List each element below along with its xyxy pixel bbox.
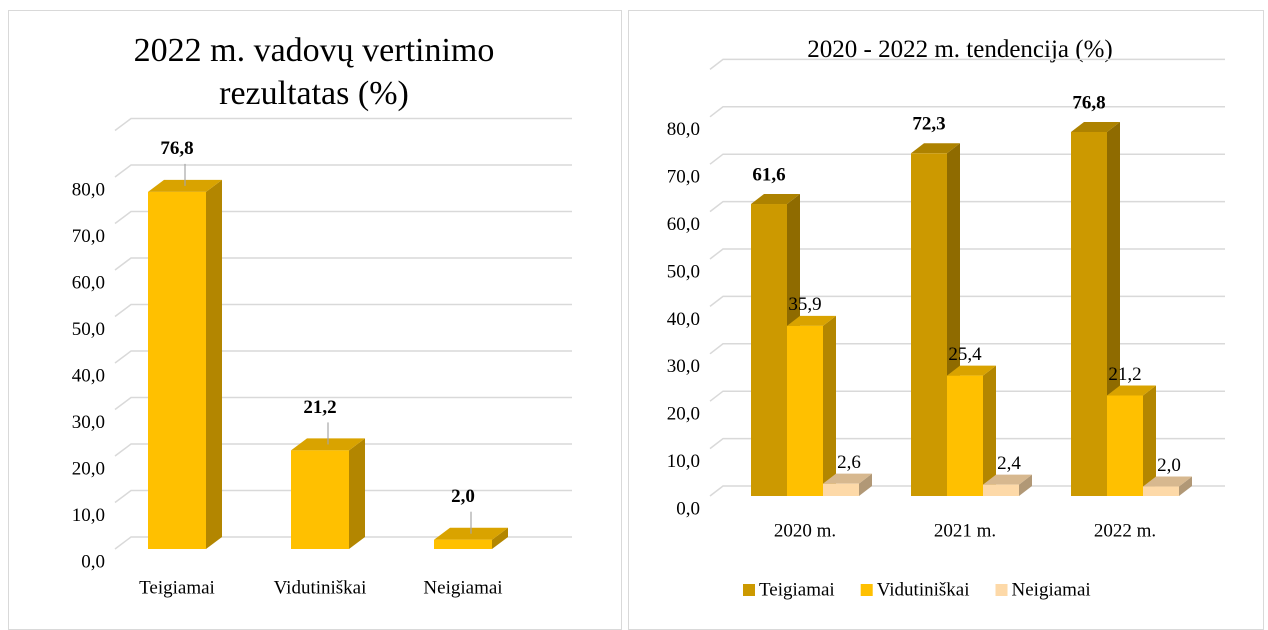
grid-line bbox=[709, 390, 1225, 402]
bar bbox=[911, 153, 947, 496]
legend-swatch bbox=[995, 584, 1008, 596]
data-label: 76,8 bbox=[160, 138, 193, 159]
grid-line bbox=[114, 350, 572, 364]
bar bbox=[983, 484, 1019, 496]
grid-line bbox=[114, 164, 572, 178]
data-label: 21,2 bbox=[303, 397, 336, 418]
grid-line bbox=[709, 295, 1225, 307]
bar-side bbox=[823, 315, 836, 496]
y-tick-label: 80,0 bbox=[72, 179, 105, 200]
data-label: 2,0 bbox=[1157, 455, 1181, 476]
grid-line bbox=[114, 396, 572, 411]
legend-swatch bbox=[743, 584, 755, 596]
bar-top bbox=[947, 365, 996, 376]
bar bbox=[434, 539, 492, 549]
bar bbox=[751, 204, 787, 497]
data-label: 2,4 bbox=[997, 453, 1021, 474]
bar-top bbox=[787, 315, 836, 326]
y-tick-label: 30,0 bbox=[667, 356, 700, 377]
bar-top bbox=[1143, 476, 1192, 487]
data-label: 2,0 bbox=[451, 486, 475, 507]
grid-line bbox=[114, 489, 572, 504]
data-label: 61,6 bbox=[752, 164, 785, 185]
data-label: 21,2 bbox=[1108, 364, 1141, 385]
bar-side bbox=[349, 438, 365, 549]
x-tick-label: Teigiamai bbox=[139, 577, 215, 598]
bar bbox=[1107, 395, 1143, 496]
bar-side bbox=[492, 527, 508, 549]
y-tick-label: 20,0 bbox=[667, 404, 700, 425]
data-label: 25,4 bbox=[948, 344, 982, 365]
bar bbox=[148, 191, 206, 549]
grid-line bbox=[709, 437, 1225, 450]
y-tick-label: 30,0 bbox=[72, 412, 105, 433]
chart-title: 2022 m. vadovų vertinimo rezultatas (%) bbox=[133, 32, 495, 112]
grid-line bbox=[114, 210, 572, 225]
bar-side bbox=[1019, 474, 1032, 496]
bar bbox=[1143, 486, 1179, 496]
x-tick-label: Vidutiniškai bbox=[274, 577, 367, 598]
legend-label: Teigiamai bbox=[759, 579, 835, 600]
y-tick-label: 0,0 bbox=[676, 498, 700, 519]
bar-top bbox=[823, 473, 872, 484]
chart-title: 2020 - 2022 m. tendencija (%) bbox=[807, 36, 1113, 63]
x-tick-label: 2022 m. bbox=[1094, 520, 1156, 541]
grid-line bbox=[114, 536, 572, 550]
y-tick-label: 50,0 bbox=[667, 261, 700, 282]
y-tick-label: 80,0 bbox=[667, 119, 700, 140]
y-tick-label: 40,0 bbox=[667, 309, 700, 330]
y-tick-label: 70,0 bbox=[667, 167, 700, 188]
bar-top bbox=[983, 474, 1032, 485]
y-tick-label: 60,0 bbox=[72, 272, 105, 293]
y-tick-label: 50,0 bbox=[72, 319, 105, 340]
y-tick-label: 10,0 bbox=[72, 505, 105, 526]
bar bbox=[787, 325, 823, 496]
bar bbox=[947, 375, 983, 496]
data-label: 35,9 bbox=[788, 294, 821, 315]
grid-line bbox=[709, 200, 1225, 213]
x-tick-label: 2020 m. bbox=[774, 520, 836, 541]
bar-side bbox=[206, 179, 222, 549]
legend-label: Neigiamai bbox=[1012, 579, 1091, 600]
grid-line bbox=[114, 443, 572, 457]
grid-line bbox=[114, 257, 572, 271]
data-label: 2,6 bbox=[837, 452, 861, 473]
y-tick-label: 70,0 bbox=[72, 226, 105, 247]
bar-side bbox=[859, 473, 872, 496]
data-label: 76,8 bbox=[1072, 92, 1105, 113]
grid-line bbox=[709, 248, 1225, 260]
grid-line bbox=[709, 106, 1225, 118]
bar-top bbox=[1071, 121, 1120, 132]
grid-line bbox=[114, 303, 572, 318]
legend-swatch bbox=[860, 584, 873, 596]
y-tick-label: 0,0 bbox=[81, 551, 105, 572]
legend-label: Vidutiniškai bbox=[877, 579, 970, 600]
y-tick-label: 20,0 bbox=[72, 458, 105, 479]
grid-frame bbox=[709, 58, 1225, 70]
bar-side bbox=[983, 365, 996, 496]
bar-top bbox=[911, 143, 960, 154]
x-tick-label: 2021 m. bbox=[934, 520, 996, 541]
bar-top bbox=[1107, 385, 1156, 396]
grid-line bbox=[709, 343, 1225, 355]
grid-line bbox=[709, 485, 1225, 497]
y-tick-label: 10,0 bbox=[667, 451, 700, 472]
grid-frame bbox=[114, 117, 572, 132]
x-tick-label: Neigiamai bbox=[423, 577, 502, 598]
y-tick-label: 40,0 bbox=[72, 365, 105, 386]
grid-line bbox=[709, 153, 1225, 165]
y-tick-label: 60,0 bbox=[667, 214, 700, 235]
bar bbox=[1071, 131, 1107, 496]
bar bbox=[291, 450, 349, 549]
bar-top bbox=[751, 194, 800, 205]
data-label: 72,3 bbox=[912, 114, 945, 135]
bar-side bbox=[1179, 476, 1192, 496]
bar-side bbox=[1143, 385, 1156, 496]
bar bbox=[823, 483, 859, 496]
